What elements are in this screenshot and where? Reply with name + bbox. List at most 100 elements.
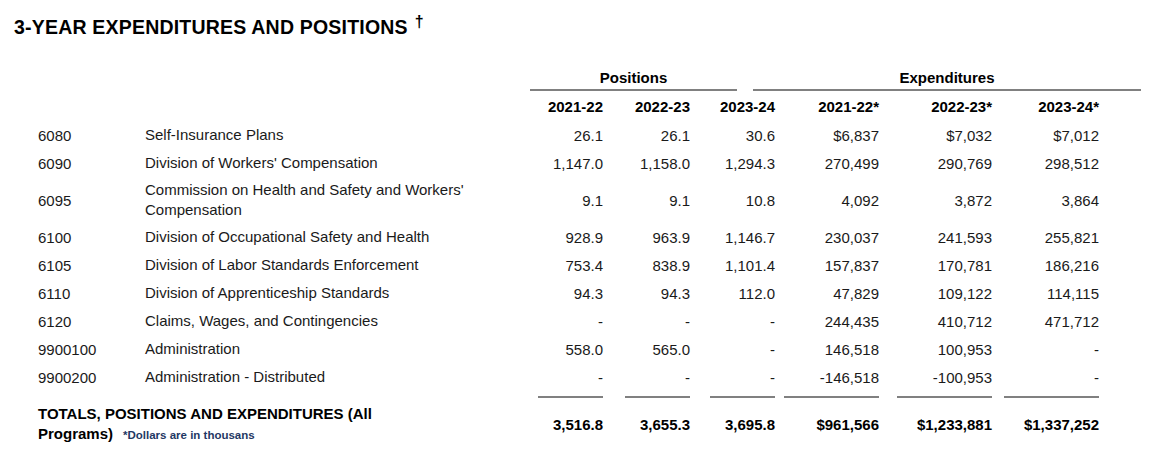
program-code: 6090 [38, 149, 145, 177]
table-row: 6105 Division of Labor Standards Enforce… [38, 251, 1141, 279]
expenditure-value: 47,829 [777, 279, 881, 307]
position-value: 753.4 [525, 251, 605, 279]
year-header-positions-2: 2022-23 [605, 91, 692, 121]
table-row: 9900200 Administration - Distributed - -… [38, 363, 1141, 391]
expenditure-value: 255,821 [994, 223, 1101, 251]
program-code: 6080 [38, 121, 145, 149]
year-header-row: 2021-22 2022-23 2023-24 2021-22* 2022-23… [38, 91, 1141, 121]
expenditure-value: 471,712 [994, 307, 1101, 335]
position-value: - [605, 307, 692, 335]
position-value: 30.6 [692, 121, 777, 149]
expenditure-value: 157,837 [777, 251, 881, 279]
table-row: 6110 Division of Apprenticeship Standard… [38, 279, 1141, 307]
page-title-text: 3-YEAR EXPENDITURES AND POSITIONS [14, 16, 408, 38]
expenditure-value: 100,953 [881, 335, 994, 363]
program-name: Commission on Health and Safety and Work… [145, 177, 525, 223]
program-name: Self-Insurance Plans [145, 121, 525, 149]
position-value: 9.1 [525, 177, 605, 223]
expenditure-value: 4,092 [777, 177, 881, 223]
position-value: 1,147.0 [525, 149, 605, 177]
position-value: 94.3 [605, 279, 692, 307]
expenditure-value: 114,115 [994, 279, 1101, 307]
expenditure-value: 270,499 [777, 149, 881, 177]
totals-position-value: 3,655.3 [605, 399, 692, 449]
expenditure-value: $7,032 [881, 121, 994, 149]
position-value: - [692, 335, 777, 363]
position-value: - [605, 363, 692, 391]
position-value: 9.1 [605, 177, 692, 223]
position-value: 963.9 [605, 223, 692, 251]
table-row: 6100 Division of Occupational Safety and… [38, 223, 1141, 251]
expenditure-value: -146,518 [777, 363, 881, 391]
separator-line [625, 396, 690, 398]
expenditure-value: 298,512 [994, 149, 1101, 177]
separator-line [897, 396, 992, 398]
table-row: 6080 Self-Insurance Plans 26.1 26.1 30.6… [38, 121, 1141, 149]
expenditure-value: 146,518 [777, 335, 881, 363]
separator-line [784, 396, 879, 398]
year-header-positions-1: 2021-22 [525, 91, 605, 121]
position-value: 838.9 [605, 251, 692, 279]
table-row: 6120 Claims, Wages, and Contingencies - … [38, 307, 1141, 335]
position-value: 26.1 [605, 121, 692, 149]
dollars-note: *Dollars are in thousans [123, 429, 255, 441]
expenditure-value: 170,781 [881, 251, 994, 279]
expenditure-value: 241,593 [881, 223, 994, 251]
dagger-symbol: † [415, 13, 424, 30]
program-name: Division of Occupational Safety and Heal… [145, 223, 525, 251]
group-header-positions: Positions [530, 69, 737, 91]
expenditure-value: 410,712 [881, 307, 994, 335]
position-value: - [692, 363, 777, 391]
table-row: 6090 Division of Workers' Compensation 1… [38, 149, 1141, 177]
position-value: 1,158.0 [605, 149, 692, 177]
expenditure-value: 3,864 [994, 177, 1101, 223]
program-code: 6110 [38, 279, 145, 307]
position-value: - [692, 307, 777, 335]
totals-row: TOTALS, POSITIONS AND EXPENDITURES (All … [38, 399, 1141, 449]
position-value: 112.0 [692, 279, 777, 307]
separator-line [710, 396, 775, 398]
position-value: 94.3 [525, 279, 605, 307]
program-code: 9900100 [38, 335, 145, 363]
group-header-row: Positions Expenditures [38, 69, 1141, 91]
totals-position-value: 3,695.8 [692, 399, 777, 449]
program-code: 6100 [38, 223, 145, 251]
program-name: Division of Labor Standards Enforcement [145, 251, 525, 279]
position-value: 565.0 [605, 335, 692, 363]
expenditures-positions-table: Positions Expenditures 2021-22 2022-23 2… [38, 69, 1141, 449]
position-value: - [525, 307, 605, 335]
program-code: 6120 [38, 307, 145, 335]
page-title: 3-YEAR EXPENDITURES AND POSITIONS † [14, 13, 1150, 39]
program-name: Division of Apprenticeship Standards [145, 279, 525, 307]
position-value: 558.0 [525, 335, 605, 363]
separator-line [1004, 396, 1099, 398]
position-value: 1,146.7 [692, 223, 777, 251]
table-row: 6095 Commission on Health and Safety and… [38, 177, 1141, 223]
totals-expenditure-value: $1,337,252 [994, 399, 1101, 449]
program-code: 9900200 [38, 363, 145, 391]
expenditure-value: - [994, 363, 1101, 391]
expenditure-value: - [994, 335, 1101, 363]
program-name: Administration - Distributed [145, 363, 525, 391]
position-value: 26.1 [525, 121, 605, 149]
expenditure-value: 290,769 [881, 149, 994, 177]
expenditure-value: $7,012 [994, 121, 1101, 149]
program-code: 6095 [38, 177, 145, 223]
year-header-expenditures-2: 2022-23* [881, 91, 994, 121]
year-header-expenditures-3: 2023-24* [994, 91, 1101, 121]
expenditure-value: $6,837 [777, 121, 881, 149]
position-value: 1,294.3 [692, 149, 777, 177]
totals-expenditure-value: $961,566 [777, 399, 881, 449]
totals-separator-row [38, 391, 1141, 399]
position-value: 10.8 [692, 177, 777, 223]
table-row: 9900100 Administration 558.0 565.0 - 146… [38, 335, 1141, 363]
expenditure-value: -100,953 [881, 363, 994, 391]
expenditure-value: 230,037 [777, 223, 881, 251]
expenditure-value: 186,216 [994, 251, 1101, 279]
expenditure-value: 244,435 [777, 307, 881, 335]
separator-line [538, 396, 603, 398]
expenditure-value: 109,122 [881, 279, 994, 307]
year-header-expenditures-1: 2021-22* [777, 91, 881, 121]
totals-position-value: 3,516.8 [525, 399, 605, 449]
totals-expenditure-value: $1,233,881 [881, 399, 994, 449]
